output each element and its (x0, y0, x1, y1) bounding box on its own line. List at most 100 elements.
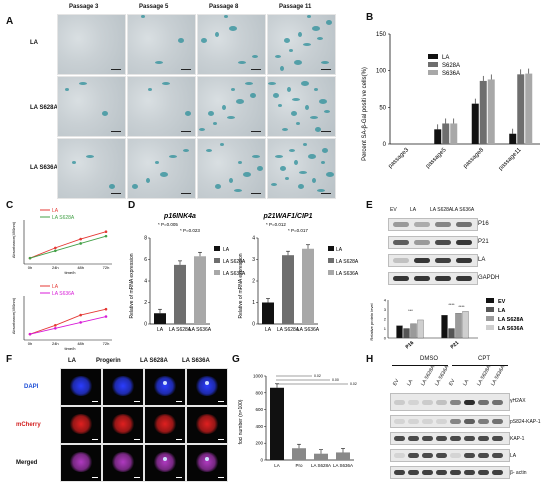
col-header-la-s628a: LA S628A (140, 358, 168, 364)
panel-letter-e: E (366, 200, 373, 211)
col-header-passage8: Passage 8 (209, 4, 239, 10)
scale-bar (218, 439, 224, 440)
bar (262, 302, 274, 324)
blot-h-label-gh2ax: γH2AX (510, 398, 526, 404)
y-tick-label: 3 (252, 257, 255, 263)
sa-beta-gal-stain (227, 116, 235, 119)
blot-band (393, 222, 409, 227)
sa-beta-gal-stain (322, 148, 328, 153)
y-tick-label: 2 (144, 300, 147, 306)
blot-band (393, 276, 409, 281)
x-tick-label: 48h (77, 265, 84, 270)
data-point (28, 256, 32, 260)
chart-e-quant-ylabel: Relative protein level (369, 303, 374, 340)
micrograph-tile (197, 14, 266, 75)
x-tick-label: 0h (28, 265, 32, 270)
blot-band (492, 470, 503, 475)
sa-beta-gal-stain (231, 88, 235, 91)
scale-bar (181, 131, 191, 132)
data-point (54, 246, 57, 250)
nucleus (69, 452, 93, 472)
x-tick-label: passage5 (425, 147, 448, 170)
sa-beta-gal-stain (213, 122, 217, 125)
blot-e-label-p16: P16 (478, 221, 489, 227)
nucleus (153, 452, 177, 472)
legend-swatch-s628a (428, 62, 438, 67)
sa-beta-gal-stain (298, 184, 304, 189)
sa-beta-gal-stain (310, 116, 318, 119)
foci (205, 457, 209, 461)
col-header-la: LA (68, 358, 76, 364)
panel-a-column-headers: Passage 3 Passage 5 Passage 8 Passage 11 (55, 4, 335, 14)
sa-beta-gal-stain (252, 155, 260, 158)
y-tick-label: 0 (260, 458, 263, 463)
sa-beta-gal-stain (294, 60, 302, 65)
legend-label-la-s628a: LA S628A (498, 317, 524, 323)
scale-bar (251, 131, 261, 132)
significance-label: 0.00 (332, 378, 339, 382)
legend-label-s628a: S628A (442, 63, 460, 69)
y-tick-label: 8 (144, 236, 147, 242)
bar (442, 123, 450, 144)
x-tick-label: Pro (295, 463, 303, 468)
chart-c-bottom-plot: 0h 24h 48h 72h (23, 296, 112, 346)
blot-band (436, 470, 447, 475)
y-tick-label: 1 (252, 300, 255, 306)
legend-swatch-la-s636a (328, 270, 334, 275)
group-label-cpt: CPT (478, 356, 490, 362)
legend-label-s636a: S636A (442, 71, 460, 77)
fluorescence-tile (144, 406, 186, 444)
blot-band (394, 400, 405, 405)
blot-band (422, 470, 433, 475)
legend-swatch-la-s628a (214, 258, 220, 263)
chart-e-quant-legend: EV LA LA S628A LA S636A (486, 298, 524, 332)
sa-beta-gal-stain (185, 111, 191, 116)
sa-beta-gal-stain (102, 111, 108, 116)
blot-band (408, 470, 419, 475)
significance-label: 0.02 (350, 382, 357, 386)
legend-swatch-ev (486, 298, 494, 303)
chart-c-top-ylabel: Absorbance(490nm) (11, 221, 16, 258)
x-tick-label: LA S636A (333, 463, 353, 468)
bar (154, 313, 166, 324)
sa-beta-gal-stain (280, 66, 284, 71)
chart-d-left-p1: * P=0.005 (158, 222, 178, 227)
sa-beta-gal-stain (215, 184, 221, 189)
col-header-la-s636a: LA S636A (182, 358, 210, 364)
sa-beta-gal-stain (321, 161, 325, 164)
sa-beta-gal-stain (155, 161, 159, 164)
sa-beta-gal-stain (224, 15, 228, 18)
blot-band (492, 400, 503, 405)
legend-label-la-s636a: LA S636A (336, 271, 359, 277)
series-line (29, 308, 107, 335)
bar (455, 313, 462, 339)
micrograph-tile (127, 138, 196, 199)
blot-band (478, 453, 489, 458)
chart-b-plot: 0 50 100 150 passage3 passage5 passage8 passage… (376, 32, 540, 172)
blot-e-label-gapdh: GAPDH (478, 275, 500, 281)
blot-band (450, 470, 461, 475)
lane-label: LA (406, 378, 415, 387)
sa-beta-gal-stain (238, 161, 242, 164)
sa-beta-gal-stain (215, 32, 219, 37)
blot-band (422, 400, 433, 405)
sa-beta-gal-stain (278, 104, 282, 107)
sa-beta-gal-stain (326, 172, 334, 177)
panel-letter-f: F (6, 354, 13, 365)
blot-h-label-ps824-kap1: pS824-KAP-1 (510, 419, 541, 425)
micrograph-tile (267, 76, 336, 137)
group-line-cpt (452, 365, 508, 366)
x-tick-label: 72h (103, 265, 110, 270)
bar (174, 264, 186, 324)
blot-e-label-la: LA (478, 257, 486, 263)
panel-f-column-headers: LA Progerin LA S628A LA S636A (60, 358, 230, 368)
chart-c-bottom-xlabel: time/h (65, 346, 76, 351)
sa-beta-gal-stain (307, 15, 311, 18)
sa-beta-gal-stain (183, 149, 189, 152)
sa-beta-gal-stain (312, 178, 316, 183)
scale-bar (321, 131, 331, 132)
y-tick-label: 6 (144, 257, 147, 263)
blot-band (435, 222, 451, 227)
blot-band (414, 240, 430, 245)
y-tick-label: 0 (252, 322, 255, 328)
